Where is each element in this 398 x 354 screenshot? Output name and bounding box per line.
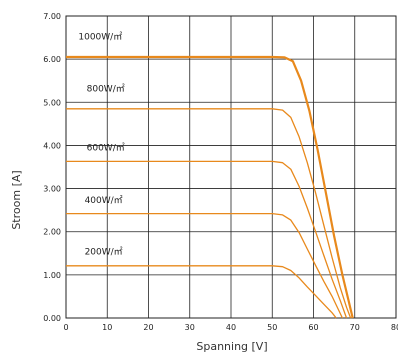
series-label: 1000W/㎡ <box>78 32 122 43</box>
y-axis-label: Stroom [A] <box>10 170 23 229</box>
grid-lines <box>66 16 396 318</box>
x-tick-label: 10 <box>102 323 112 332</box>
x-tick-label: 70 <box>350 323 360 332</box>
x-tick-label: 50 <box>267 323 277 332</box>
x-tick-label: 40 <box>226 323 236 332</box>
x-tick-label: 30 <box>185 323 195 332</box>
series-label: 200W/㎡ <box>85 247 123 258</box>
y-tick-label: 3.00 <box>43 185 61 194</box>
x-tick-label: 0 <box>63 323 68 332</box>
x-axis-ticks: 0 10 20 30 40 50 60 70 80 <box>63 323 398 332</box>
series-line <box>66 160 348 319</box>
y-tick-label: 4.00 <box>43 141 61 150</box>
series-line <box>66 265 337 319</box>
y-tick-label: 6.00 <box>43 55 61 64</box>
series-label: 600W/㎡ <box>87 143 125 154</box>
x-axis-label: Spanning [V] <box>196 340 267 353</box>
plot-area: 1000W/㎡ 800W/㎡ 600W/㎡ 400W/㎡ 200W/㎡ <box>65 15 397 319</box>
series-line <box>66 108 352 319</box>
y-tick-label: 1.00 <box>43 271 61 280</box>
y-tick-label: 5.00 <box>43 98 61 107</box>
x-tick-label: 20 <box>143 323 153 332</box>
y-tick-label: 0.00 <box>43 314 61 323</box>
series-label: 800W/㎡ <box>87 84 125 95</box>
series-line <box>66 55 354 319</box>
series-line <box>66 212 343 319</box>
y-tick-label: 7.00 <box>43 12 61 21</box>
y-tick-label: 2.00 <box>43 228 61 237</box>
y-axis-ticks: 0.00 1.00 2.00 3.00 4.00 5.00 6.00 7.00 <box>43 12 61 323</box>
x-tick-label: 80 <box>391 323 398 332</box>
series-label: 400W/㎡ <box>85 195 123 206</box>
curves <box>66 55 354 319</box>
x-tick-label: 60 <box>308 323 318 332</box>
curve-labels: 1000W/㎡ 800W/㎡ 600W/㎡ 400W/㎡ 200W/㎡ <box>78 32 124 258</box>
